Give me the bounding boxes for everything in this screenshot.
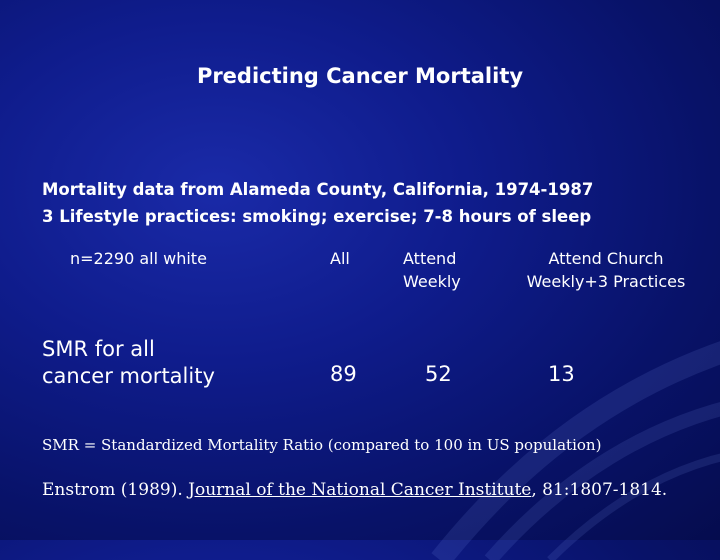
row-label-line2: cancer mortality — [42, 364, 215, 388]
intro-text: Mortality data from Alameda County, Cali… — [42, 176, 593, 230]
row-label-line1: SMR for all — [42, 337, 155, 361]
intro-line-1: Mortality data from Alameda County, Cali… — [42, 180, 594, 199]
citation-prefix: Enstrom (1989). — [42, 480, 189, 500]
intro-line-2: 3 Lifestyle practices: smoking; exercise… — [42, 207, 592, 226]
header-church-line1: Attend Church — [548, 249, 664, 268]
citation: Enstrom (1989). Journal of the National … — [42, 480, 667, 500]
header-attend-church: Attend Church Weekly+3 Practices — [506, 247, 706, 293]
background-swoosh — [431, 341, 720, 560]
value-all: 89 — [330, 362, 357, 386]
slide-title: Predicting Cancer Mortality — [196, 64, 524, 88]
header-all: All — [330, 249, 350, 268]
smr-note: SMR = Standardized Mortality Ratio (comp… — [42, 436, 602, 454]
header-attend-line1: Attend — [403, 249, 457, 268]
value-attend: 52 — [425, 362, 452, 386]
citation-journal: Journal of the National Cancer Institute — [188, 480, 532, 500]
header-church-line2: Weekly+3 Practices — [526, 272, 686, 291]
row-label: SMR for all cancer mortality — [42, 336, 215, 390]
header-attend-line2: Weekly — [403, 272, 461, 291]
citation-suffix: , 81:1807-1814. — [531, 480, 668, 500]
header-sample: n=2290 all white — [70, 249, 207, 268]
header-attend-weekly: Attend Weekly — [403, 247, 461, 293]
value-church: 13 — [548, 362, 575, 386]
